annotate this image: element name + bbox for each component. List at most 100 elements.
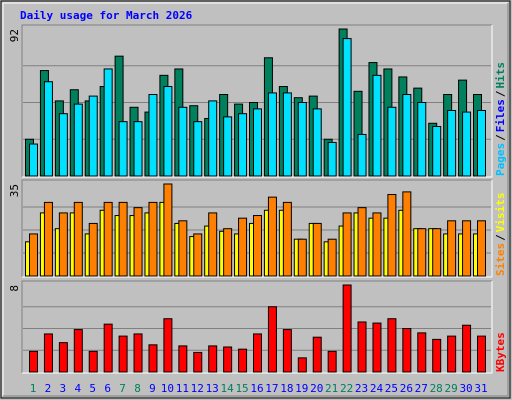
bar: [163, 86, 173, 177]
bar: [193, 351, 203, 373]
bar: [342, 38, 352, 177]
x-tick-label: 8: [134, 382, 141, 395]
bar: [178, 220, 188, 277]
bar: [462, 324, 472, 373]
legend-label: KBytes: [494, 332, 507, 372]
bar: [103, 68, 113, 177]
x-tick-label: 1: [30, 382, 37, 395]
bar: [357, 207, 367, 277]
x-tick-label: 2: [45, 382, 52, 395]
bar: [88, 350, 98, 373]
bar: [238, 348, 248, 373]
bar: [238, 217, 248, 277]
bar: [312, 222, 322, 277]
bar: [357, 133, 367, 177]
bar: [447, 335, 457, 373]
bar: [29, 350, 38, 373]
bar: [267, 92, 277, 177]
bar: [342, 284, 352, 373]
x-tick-label: 20: [310, 382, 323, 395]
y-axis-max: 35: [8, 184, 21, 197]
bar: [387, 318, 397, 373]
bar: [29, 233, 38, 277]
bar: [29, 143, 38, 177]
bar: [267, 196, 277, 277]
legend: Pages/Files/Hits: [494, 62, 507, 176]
x-tick-label: 24: [370, 382, 384, 395]
bar: [282, 92, 292, 177]
bar: [103, 323, 113, 373]
bar: [133, 121, 143, 177]
bar: [73, 201, 83, 277]
bar: [447, 220, 457, 277]
bar: [312, 108, 322, 177]
bar: [238, 113, 248, 177]
y-axis-max: 8: [8, 285, 21, 292]
x-tick-label: 31: [474, 382, 487, 395]
bar: [417, 332, 427, 373]
bar: [477, 335, 486, 373]
legend-label: Sites: [494, 243, 507, 276]
bar: [462, 220, 472, 277]
x-tick-label: 23: [355, 382, 368, 395]
legend-label: Pages: [494, 143, 507, 176]
x-tick-label: 28: [430, 382, 443, 395]
bar: [297, 357, 307, 373]
bar: [282, 329, 292, 373]
bar: [372, 74, 382, 177]
bar: [223, 116, 233, 177]
bevel: [3, 3, 509, 397]
x-tick-label: 19: [295, 382, 308, 395]
bar: [402, 191, 412, 277]
bar: [417, 102, 427, 177]
bar: [282, 201, 292, 277]
bar: [208, 345, 218, 373]
bevel: [2, 2, 508, 396]
bar: [208, 212, 218, 277]
x-tick-label: 29: [445, 382, 458, 395]
panel-bevel: [21, 179, 492, 277]
bar: [327, 350, 337, 373]
x-tick-label: 27: [415, 382, 428, 395]
bar: [253, 108, 262, 177]
bar: [58, 113, 68, 177]
bar: [118, 335, 128, 373]
x-tick-label: 18: [280, 382, 293, 395]
bar: [43, 333, 53, 373]
x-tick-label: 13: [206, 382, 219, 395]
panel-bevel: [22, 281, 493, 374]
bar: [402, 94, 412, 177]
x-tick-label: 25: [385, 382, 398, 395]
bar: [267, 306, 277, 373]
bar: [88, 222, 98, 277]
x-tick-label: 3: [60, 382, 67, 395]
bar: [58, 212, 68, 277]
bar: [357, 321, 367, 373]
bar: [148, 94, 158, 177]
x-tick-label: 26: [400, 382, 413, 395]
panel-bevel: [22, 180, 493, 278]
x-tick-label: 16: [250, 382, 263, 395]
x-tick-label: 22: [340, 382, 353, 395]
bar: [148, 201, 158, 277]
bar: [372, 212, 382, 277]
bar: [118, 121, 128, 177]
bar: [297, 238, 307, 277]
x-tick-label: 5: [89, 382, 96, 395]
bar: [148, 344, 158, 373]
bar: [253, 215, 262, 277]
bar: [193, 233, 203, 277]
bar: [387, 106, 397, 177]
bar: [223, 346, 233, 373]
bar: [447, 109, 457, 177]
bar: [43, 201, 53, 277]
bar: [372, 322, 382, 373]
bar: [103, 201, 113, 277]
x-tick-label: 30: [459, 382, 472, 395]
bar: [133, 207, 143, 277]
bar: [477, 109, 486, 177]
chart-title: Daily usage for March 2026: [20, 9, 193, 22]
x-tick-label: 7: [119, 382, 126, 395]
legend-label: Files: [494, 99, 507, 132]
